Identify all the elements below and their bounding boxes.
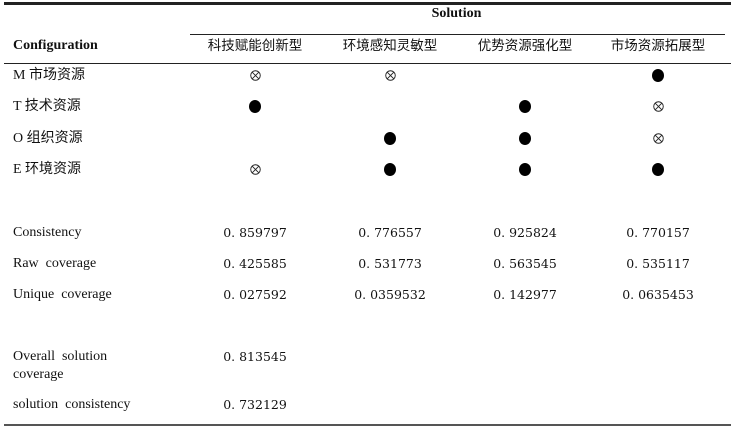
stat-value: 0. 859797	[223, 225, 287, 240]
solution-consistency-value: 0. 732129	[223, 397, 287, 412]
absent-cross-circle-icon	[323, 66, 457, 86]
present-circle-icon	[188, 97, 322, 117]
stat-value: 0. 531773	[358, 256, 422, 271]
absent-cross-circle-icon	[188, 160, 322, 180]
header-rule	[4, 63, 731, 64]
present-circle-icon	[458, 129, 592, 149]
condition-label: M 市场资源	[13, 68, 85, 83]
column-header: 科技赋能创新型	[207, 38, 303, 54]
condition-row: M 市场资源	[0, 66, 733, 86]
column-header: 市场资源拓展型	[610, 38, 706, 54]
stat-label: Unique coverage	[13, 287, 112, 302]
overall-coverage-label-2: coverage	[13, 367, 64, 382]
overall-coverage-label: Overall solution	[13, 349, 108, 364]
present-circle-icon	[323, 129, 457, 149]
column-header: 优势资源强化型	[477, 38, 573, 54]
overall-coverage-row-2: coverage	[0, 365, 733, 385]
stat-value: 0. 027592	[223, 287, 287, 302]
stat-value: 0. 563545	[493, 256, 557, 271]
solution-header-label: Solution	[431, 6, 482, 21]
condition-label: O 组织资源	[13, 131, 83, 146]
stat-row: Raw coverage 0. 425585 0. 531773 0. 5635…	[0, 254, 733, 274]
solution-header: Solution	[0, 4, 733, 24]
absent-cross-circle-icon	[591, 129, 725, 149]
stat-value: 0. 535117	[626, 256, 690, 271]
condition-row: O 组织资源	[0, 129, 733, 149]
stat-value: 0. 142977	[493, 287, 557, 302]
stat-value: 0. 0359532	[354, 287, 426, 302]
present-circle-icon	[323, 160, 457, 180]
column-header-row: Configuration 科技赋能创新型 环境感知灵敏型 优势资源强化型 市场…	[0, 36, 733, 56]
present-circle-icon	[591, 66, 725, 86]
stat-value: 0. 925824	[493, 225, 557, 240]
condition-row: T 技术资源	[0, 97, 733, 117]
stat-value: 0. 0635453	[622, 287, 694, 302]
present-circle-icon	[458, 160, 592, 180]
condition-label: T 技术资源	[13, 99, 81, 114]
stat-value: 0. 425585	[223, 256, 287, 271]
configuration-header: Configuration	[13, 38, 98, 53]
stat-row: Consistency 0. 859797 0. 776557 0. 92582…	[0, 223, 733, 243]
present-circle-icon	[458, 97, 592, 117]
condition-row: E 环境资源	[0, 160, 733, 180]
overall-coverage-row: Overall solution 0. 813545	[0, 347, 733, 367]
solution-rule	[190, 34, 725, 35]
condition-label: E 环境资源	[13, 162, 82, 177]
top-rule	[4, 2, 731, 5]
present-circle-icon	[591, 160, 725, 180]
stat-label: Consistency	[13, 225, 82, 240]
stat-value: 0. 776557	[358, 225, 422, 240]
overall-coverage-value: 0. 813545	[223, 349, 287, 364]
stat-row: Unique coverage 0. 027592 0. 0359532 0. …	[0, 285, 733, 305]
solution-consistency-row: solution consistency 0. 732129	[0, 395, 733, 415]
absent-cross-circle-icon	[591, 97, 725, 117]
stat-value: 0. 770157	[626, 225, 690, 240]
stat-label: Raw coverage	[13, 256, 97, 271]
solution-consistency-label: solution consistency	[13, 397, 131, 412]
column-header: 环境感知灵敏型	[342, 38, 438, 54]
absent-cross-circle-icon	[188, 66, 322, 86]
bottom-rule	[4, 424, 731, 426]
